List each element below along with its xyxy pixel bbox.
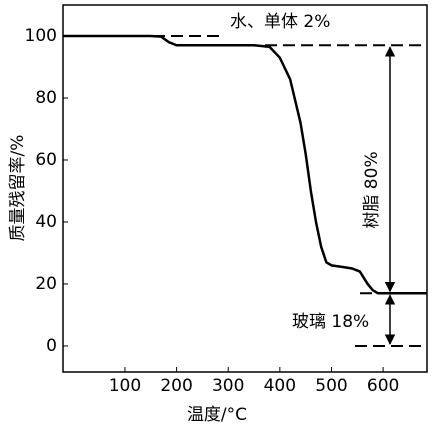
y-tick-label: 100	[25, 26, 57, 46]
y-tick-label: 0	[46, 336, 57, 356]
x-tick-label: 400	[264, 376, 296, 396]
x-tick-label: 200	[160, 376, 192, 396]
x-axis-label: 温度/°C	[187, 405, 247, 425]
annotation: 玻璃 18%	[292, 312, 369, 332]
data-line	[63, 34, 427, 295]
y-tick-label: 80	[35, 88, 57, 108]
y-axis-label: 质量残留率/%	[8, 135, 28, 242]
y-tick-label: 60	[35, 150, 57, 170]
y-tick-label: 40	[35, 212, 57, 232]
y-tick-label: 20	[35, 274, 57, 294]
annotation: 树脂 80%	[362, 151, 382, 228]
annotation: 水、单体 2%	[230, 12, 330, 32]
x-tick-label: 500	[315, 376, 347, 396]
x-tick-label: 600	[367, 376, 399, 396]
x-tick-label: 300	[212, 376, 244, 396]
plot-frame	[62, 4, 428, 373]
x-tick-label: 100	[109, 376, 141, 396]
